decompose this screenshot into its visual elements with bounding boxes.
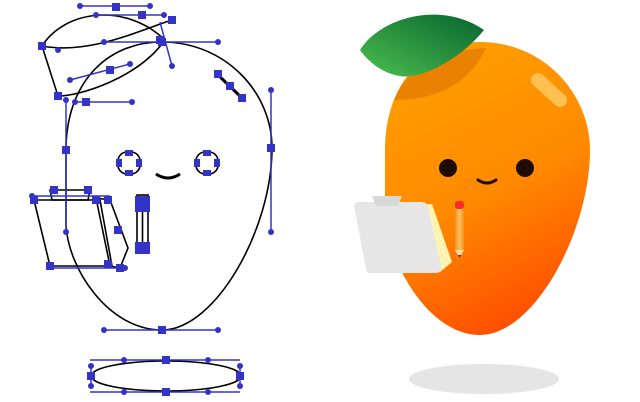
- mango-highlight: [531, 73, 567, 107]
- wireframe-handles: [32, 5, 272, 393]
- rendered-view: [354, 14, 590, 394]
- leaf-shadow: [394, 48, 486, 100]
- left-eye: [439, 159, 457, 177]
- pencil-tip: [455, 250, 464, 258]
- mango-shadow: [409, 364, 559, 394]
- pencil-body: [455, 208, 464, 250]
- right-eye: [516, 159, 534, 177]
- pencil-eraser: [455, 201, 464, 209]
- wireframe-shadow-ellipse: [90, 360, 242, 392]
- wireframe-leaf-path: [41, 14, 167, 97]
- clipboard: [354, 202, 442, 273]
- wireframe-leaf-inner-path: [41, 19, 173, 49]
- wireframe-anchors: [30, 3, 275, 396]
- wireframe-view: [32, 14, 273, 392]
- wireframe-body-path: [65, 41, 273, 331]
- mango-leaf: [360, 14, 484, 77]
- wireframe-handle-dots: [29, 3, 274, 395]
- clipboard-clip: [372, 196, 402, 206]
- wireframe-smile-path: [155, 172, 181, 180]
- smile: [476, 178, 498, 185]
